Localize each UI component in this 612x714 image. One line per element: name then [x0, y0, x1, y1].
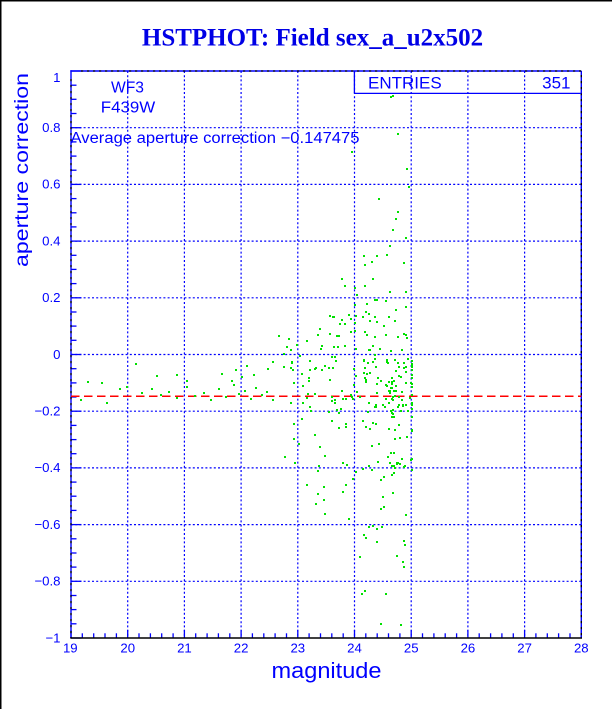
svg-text:0.8: 0.8	[42, 120, 60, 135]
svg-text:22: 22	[234, 641, 249, 656]
svg-text:0: 0	[53, 347, 60, 362]
svg-text:ENTRIES: ENTRIES	[368, 73, 442, 92]
svg-text:−1: −1	[45, 631, 60, 646]
svg-text:20: 20	[120, 641, 135, 656]
svg-text:magnitude: magnitude	[272, 658, 382, 683]
svg-text:28: 28	[574, 641, 589, 656]
svg-text:26: 26	[461, 641, 476, 656]
svg-text:−0.2: −0.2	[34, 403, 60, 418]
svg-text:1: 1	[53, 70, 60, 85]
svg-text:HSTPHOT: Field sex_a_u2x502: HSTPHOT: Field sex_a_u2x502	[142, 25, 483, 52]
svg-text:−0.4: −0.4	[34, 460, 60, 475]
svg-text:F439W: F439W	[101, 99, 156, 116]
svg-text:aperture correction: aperture correction	[11, 73, 33, 267]
svg-text:27: 27	[517, 641, 532, 656]
svg-text:Average aperture correction −0: Average aperture correction −0.147475	[71, 130, 360, 147]
svg-text:0.6: 0.6	[42, 177, 60, 192]
svg-text:−0.6: −0.6	[34, 517, 60, 532]
svg-text:24: 24	[347, 641, 362, 656]
svg-text:0.2: 0.2	[42, 290, 60, 305]
svg-text:−0.8: −0.8	[34, 574, 60, 589]
svg-text:25: 25	[404, 641, 419, 656]
svg-text:23: 23	[290, 641, 305, 656]
svg-text:WF3: WF3	[111, 79, 144, 96]
svg-text:21: 21	[177, 641, 192, 656]
svg-text:351: 351	[542, 73, 570, 92]
svg-text:19: 19	[63, 641, 78, 656]
svg-text:0.4: 0.4	[42, 233, 60, 248]
